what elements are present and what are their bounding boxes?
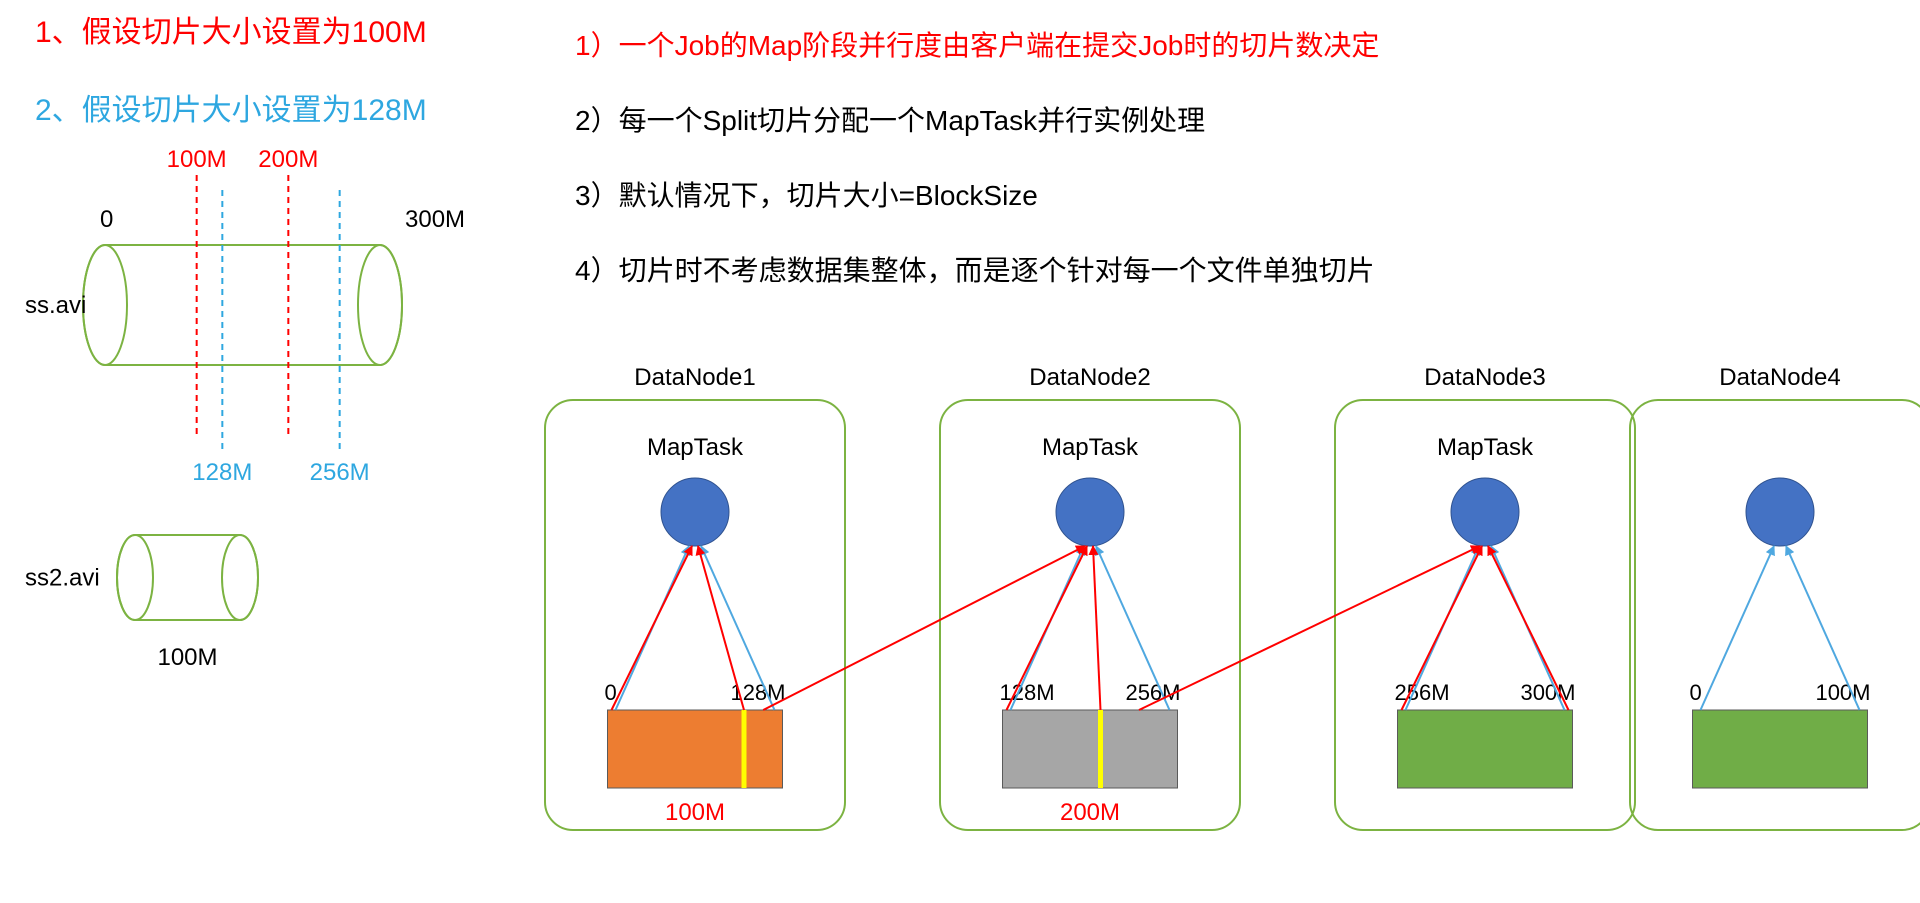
data-block xyxy=(608,710,783,788)
maptask-label: MapTask xyxy=(647,434,744,461)
maptask-node xyxy=(1451,478,1519,546)
maptask-node xyxy=(1746,478,1814,546)
svg-text:256M: 256M xyxy=(310,459,370,486)
maptask-node xyxy=(1056,478,1124,546)
rule-1: 1）一个Job的Map阶段并行度由客户端在提交Job时的切片数决定 xyxy=(575,30,1379,61)
data-block xyxy=(1003,710,1178,788)
svg-text:256M: 256M xyxy=(1125,680,1180,705)
rule-3: 3）默认情况下，切片大小=BlockSize xyxy=(575,180,1038,211)
svg-text:0: 0 xyxy=(100,206,113,233)
maptask-label: MapTask xyxy=(1042,434,1139,461)
datanode-3: DataNode3 MapTask 256M 300M xyxy=(1335,364,1635,830)
svg-text:300M: 300M xyxy=(1520,680,1575,705)
svg-text:100M: 100M xyxy=(665,799,725,826)
datanode-1: DataNode1MapTask0128M100M xyxy=(545,364,845,830)
data-block xyxy=(1398,710,1573,788)
heading-1: 1、假设切片大小设置为100M xyxy=(35,16,427,49)
datanode-title: DataNode4 xyxy=(1719,364,1840,391)
heading-2: 2、假设切片大小设置为128M xyxy=(35,94,427,127)
svg-text:0: 0 xyxy=(1690,680,1702,705)
rule-4: 4）切片时不考虑数据集整体，而是逐个针对每一个文件单独切片 xyxy=(575,255,1375,286)
svg-text:100M: 100M xyxy=(157,644,217,671)
cylinder-ssavi: 0 300M ss.avi 100M 200M 128M 256M xyxy=(25,146,465,486)
datanode-title: DataNode3 xyxy=(1424,364,1545,391)
svg-text:100M: 100M xyxy=(167,146,227,173)
svg-text:ss2.avi: ss2.avi xyxy=(25,565,100,592)
svg-text:100M: 100M xyxy=(1815,680,1870,705)
datanode-title: DataNode1 xyxy=(634,364,755,391)
datanode-4: DataNode4 0 100M xyxy=(1630,364,1920,830)
maptask-node xyxy=(661,478,729,546)
svg-text:300M: 300M xyxy=(405,206,465,233)
rule-2: 2）每一个Split切片分配一个MapTask并行实例处理 xyxy=(575,105,1205,136)
maptask-label: MapTask xyxy=(1437,434,1534,461)
svg-text:200M: 200M xyxy=(258,146,318,173)
datanode-title: DataNode2 xyxy=(1029,364,1150,391)
svg-text:256M: 256M xyxy=(1395,680,1450,705)
svg-text:200M: 200M xyxy=(1060,799,1120,826)
svg-text:ss.avi: ss.avi xyxy=(25,292,86,319)
svg-text:128M: 128M xyxy=(1000,680,1055,705)
svg-text:128M: 128M xyxy=(192,459,252,486)
cylinder-ss2avi: ss2.avi 100M xyxy=(25,535,258,671)
data-block xyxy=(1693,710,1868,788)
diagram-canvas: 1、假设切片大小设置为100M 2、假设切片大小设置为128M 1）一个Job的Ma… xyxy=(0,0,1920,903)
